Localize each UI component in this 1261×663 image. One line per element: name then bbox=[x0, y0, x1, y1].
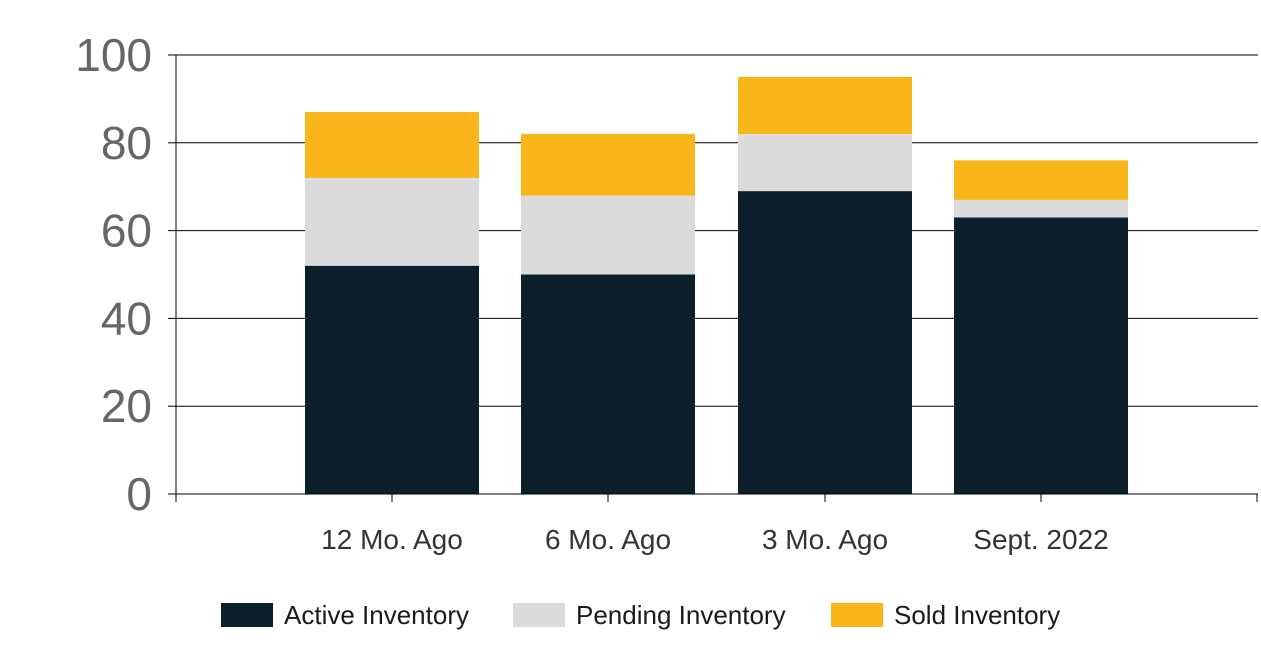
y-tick-label: 60 bbox=[101, 205, 152, 257]
x-tick-label: 6 Mo. Ago bbox=[545, 524, 671, 555]
legend-swatch bbox=[221, 603, 273, 627]
bar-pending-inventory bbox=[305, 177, 479, 266]
legend-label: Sold Inventory bbox=[894, 600, 1060, 630]
x-tick-label: Sept. 2022 bbox=[973, 524, 1108, 555]
bars bbox=[305, 76, 1128, 494]
axes bbox=[168, 54, 1258, 502]
x-tick-labels: 12 Mo. Ago 6 Mo. Ago 3 Mo. Ago Sept. 2022 bbox=[321, 524, 1109, 555]
x-tick-label: 12 Mo. Ago bbox=[321, 524, 463, 555]
bar-active-inventory bbox=[738, 191, 912, 494]
bar-sold-inventory bbox=[738, 76, 912, 135]
y-tick-label: 100 bbox=[75, 29, 152, 81]
y-tick-label: 40 bbox=[101, 292, 152, 344]
y-tick-labels: 0 20 40 60 80 100 bbox=[75, 29, 152, 520]
legend-swatch bbox=[831, 603, 883, 627]
bar-active-inventory bbox=[521, 274, 695, 494]
legend: Active Inventory Pending Inventory Sold In… bbox=[221, 600, 1060, 630]
bar-active-inventory bbox=[954, 217, 1128, 494]
bar-sold-inventory bbox=[305, 112, 479, 178]
x-tick-label: 3 Mo. Ago bbox=[762, 524, 888, 555]
bar-active-inventory bbox=[305, 265, 479, 494]
bar-sold-inventory bbox=[954, 160, 1128, 200]
y-tick-label: 80 bbox=[101, 117, 152, 169]
bar-pending-inventory bbox=[521, 195, 695, 275]
bar-sold-inventory bbox=[521, 134, 695, 196]
bar-pending-inventory bbox=[954, 199, 1128, 218]
bar-pending-inventory bbox=[738, 134, 912, 192]
legend-label: Active Inventory bbox=[284, 600, 469, 630]
y-tick-label: 0 bbox=[126, 468, 152, 520]
y-tick-label: 20 bbox=[101, 380, 152, 432]
legend-label: Pending Inventory bbox=[576, 600, 786, 630]
legend-swatch bbox=[513, 603, 565, 627]
